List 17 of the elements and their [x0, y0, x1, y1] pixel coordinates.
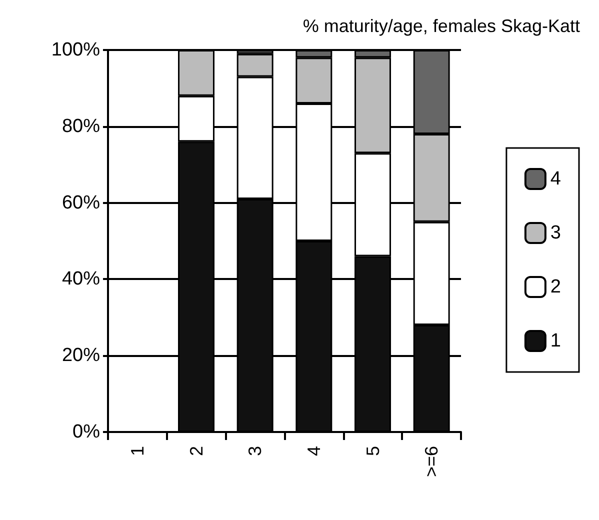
y-tick-label: 40%	[62, 268, 100, 290]
y-tick-label: 60%	[62, 192, 100, 214]
x-tick-label: 4	[304, 446, 324, 456]
legend-label: 2	[550, 276, 562, 298]
y-tick-label: 0%	[72, 422, 100, 442]
chart-title: % maturity/age, females Skag-Katt	[302, 16, 580, 36]
y-tick-label: 20%	[62, 345, 100, 366]
legend-label: 4	[550, 168, 562, 190]
x-tick-label: >=6	[422, 446, 442, 478]
x-tick-label: 5	[362, 446, 383, 456]
y-tick-label: 80%	[62, 116, 100, 137]
x-tick-label: 2	[186, 446, 206, 456]
x-tick-label: 1	[127, 446, 148, 456]
x-tick-label: 3	[245, 446, 266, 456]
y-tick-label: 100%	[51, 40, 100, 60]
legend-label: 1	[550, 330, 562, 352]
legend-label: 3	[550, 222, 562, 244]
